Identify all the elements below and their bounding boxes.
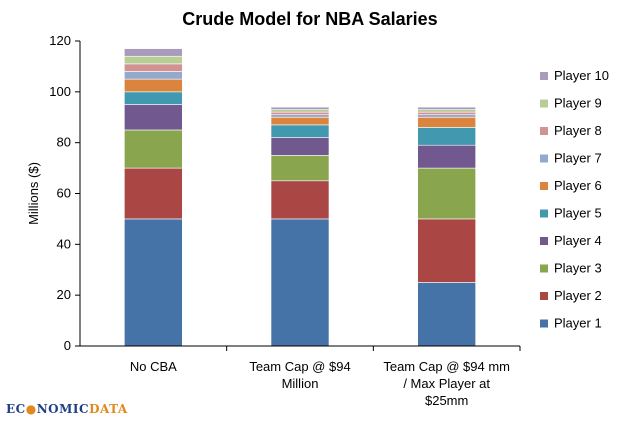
legend-label-player-10: Player 10 bbox=[554, 68, 609, 83]
bar-segment-player-7-cat-2 bbox=[270, 114, 330, 118]
legend-swatch-player-1 bbox=[540, 319, 548, 328]
bar-segment-player-9-cat-2 bbox=[270, 109, 330, 113]
bar-segment-player-2-cat-1 bbox=[124, 167, 183, 220]
x-category-label: Team Cap @ $94 Million bbox=[249, 359, 350, 391]
bar-segment-player-4-cat-2 bbox=[270, 137, 330, 156]
legend-swatch-player-5 bbox=[540, 209, 548, 218]
bar-segment-player-10-cat-2 bbox=[270, 106, 330, 110]
bar-segment-player-2-cat-3 bbox=[417, 218, 476, 283]
legend-swatch-player-6 bbox=[540, 182, 548, 190]
legend-label-player-6: Player 6 bbox=[554, 178, 602, 193]
bar-segment-player-5-cat-1 bbox=[124, 91, 183, 105]
y-tick-label: 20 bbox=[57, 287, 71, 302]
y-tick-label: 120 bbox=[49, 33, 71, 48]
legend-label-player-4: Player 4 bbox=[554, 233, 602, 248]
legend-label-player-3: Player 3 bbox=[554, 261, 602, 276]
y-axis-label: Millions ($) bbox=[26, 162, 41, 225]
bar-segment-player-4-cat-1 bbox=[124, 104, 183, 131]
legend-swatch-player-8 bbox=[540, 127, 548, 135]
bar-segment-player-2-cat-2 bbox=[270, 180, 330, 220]
legend-label-player-5: Player 5 bbox=[554, 206, 602, 221]
bar-segment-player-10-cat-1 bbox=[124, 48, 183, 57]
y-tick-label: 100 bbox=[49, 84, 71, 99]
y-tick-label: 60 bbox=[57, 186, 71, 201]
bar-segment-player-5-cat-3 bbox=[417, 127, 476, 146]
bar-segment-player-5-cat-2 bbox=[270, 124, 330, 138]
bar-segment-player-9-cat-1 bbox=[124, 55, 183, 65]
legend-swatch-player-10 bbox=[540, 72, 548, 80]
legend-swatch-player-4 bbox=[540, 237, 548, 245]
bar-segment-player-10-cat-3 bbox=[417, 106, 476, 110]
x-category-label: No CBA bbox=[130, 359, 177, 374]
bar-segment-player-8-cat-3 bbox=[417, 111, 476, 116]
bar-segment-player-7-cat-1 bbox=[124, 71, 183, 80]
economicdata-logo: EC●NOMICDATA bbox=[6, 402, 128, 416]
bar-segment-player-6-cat-2 bbox=[270, 116, 330, 126]
bar-segment-player-3-cat-3 bbox=[417, 167, 476, 220]
bar-segment-player-4-cat-3 bbox=[417, 144, 476, 169]
legend-label-player-8: Player 8 bbox=[554, 123, 602, 138]
y-tick-label: 0 bbox=[64, 338, 71, 353]
legend-label-player-1: Player 1 bbox=[554, 316, 602, 331]
legend-swatch-player-7 bbox=[540, 154, 548, 163]
bar-segment-player-1-cat-2 bbox=[270, 218, 330, 347]
legend-label-player-7: Player 7 bbox=[554, 151, 602, 166]
legend-label-player-9: Player 9 bbox=[554, 96, 602, 111]
bar-segment-player-7-cat-3 bbox=[417, 114, 476, 118]
chart-title: Crude Model for NBA Salaries bbox=[182, 9, 437, 29]
bar-segment-player-6-cat-1 bbox=[124, 78, 183, 93]
bar-segment-player-8-cat-2 bbox=[270, 111, 330, 116]
y-tick-label: 40 bbox=[57, 236, 71, 251]
bar-segment-player-6-cat-3 bbox=[417, 116, 476, 128]
bar-segment-player-9-cat-3 bbox=[417, 109, 476, 113]
legend-swatch-player-3 bbox=[540, 264, 548, 273]
legend-swatch-player-9 bbox=[540, 99, 548, 108]
bar-segment-player-3-cat-1 bbox=[124, 129, 183, 169]
bar-segment-player-3-cat-2 bbox=[270, 155, 330, 182]
bar-segment-player-1-cat-3 bbox=[417, 282, 476, 347]
x-category-label: Team Cap @ $94 mm / Max Player at $25mm bbox=[383, 359, 510, 408]
bar-segment-player-8-cat-1 bbox=[124, 63, 183, 72]
legend-label-player-2: Player 2 bbox=[554, 288, 602, 303]
bar-segment-player-1-cat-1 bbox=[124, 218, 183, 347]
y-tick-label: 80 bbox=[57, 135, 71, 150]
legend-swatch-player-2 bbox=[540, 292, 548, 300]
